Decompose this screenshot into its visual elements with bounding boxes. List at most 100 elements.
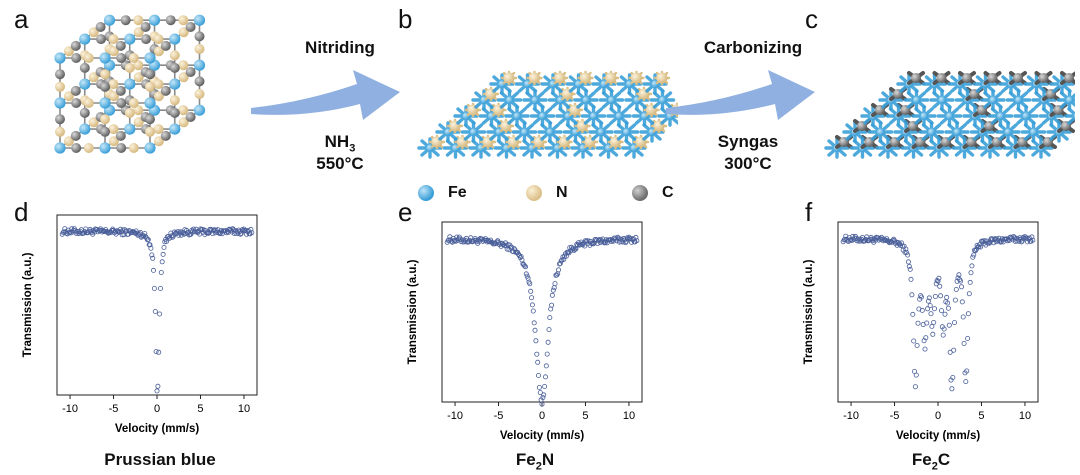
fe-atom xyxy=(124,78,136,90)
c-atom xyxy=(70,85,81,96)
fe-atom xyxy=(144,97,156,109)
data-point xyxy=(595,240,601,246)
mossbauer-chart-e: -10 -5 0 5 10 Velocity (mm/s) Transmission (a.… xyxy=(407,221,643,442)
data-point xyxy=(912,384,918,390)
c-atom xyxy=(115,85,126,96)
fe-atom xyxy=(582,96,590,104)
data-point xyxy=(970,254,976,260)
data-point xyxy=(905,259,911,265)
c-atom xyxy=(194,76,205,87)
c-atom xyxy=(71,53,82,63)
n-atom xyxy=(88,72,99,83)
fe-atom xyxy=(513,112,521,120)
fe-atom xyxy=(505,96,514,104)
data-point xyxy=(945,305,951,311)
x-axis-label: Velocity (mm/s) xyxy=(500,430,585,442)
c-atom xyxy=(169,62,180,73)
data-point xyxy=(902,249,908,255)
data-point xyxy=(945,300,951,306)
fe-atom xyxy=(54,142,66,154)
data-point xyxy=(66,230,72,236)
c-atom xyxy=(71,143,82,153)
data-point xyxy=(546,327,552,333)
data-point xyxy=(558,258,564,264)
data-point xyxy=(942,311,948,317)
mossbauer-chart-f: -10 -5 0 5 10 Velocity (mm/s) Transmission (a.… xyxy=(803,221,1039,442)
data-point xyxy=(129,229,135,235)
data-point xyxy=(960,314,966,320)
fe-atom xyxy=(124,123,136,135)
c-atom xyxy=(194,31,205,42)
data-point xyxy=(537,390,543,396)
data-point xyxy=(584,238,590,244)
c-atom xyxy=(141,34,151,45)
caption-fe: Fe xyxy=(911,450,932,469)
fe-atom xyxy=(546,128,554,136)
fe-atom xyxy=(79,33,91,45)
n-atom xyxy=(108,34,119,45)
c-atom xyxy=(145,114,155,125)
fe-atom xyxy=(1065,96,1074,104)
n-atom xyxy=(153,136,164,147)
data-point xyxy=(451,238,457,244)
data-point xyxy=(944,294,950,300)
data-point xyxy=(911,338,917,344)
c-atom xyxy=(1013,73,1023,83)
data-point xyxy=(600,236,606,242)
data-point xyxy=(536,384,542,390)
c-atom xyxy=(987,73,998,83)
c-atom xyxy=(1038,73,1049,83)
c-atom xyxy=(140,22,151,32)
n-atom xyxy=(124,107,135,118)
fe-atom xyxy=(79,123,91,135)
data-point xyxy=(980,238,986,244)
data-point xyxy=(561,257,567,263)
data-point xyxy=(946,322,952,328)
data-point xyxy=(156,349,162,355)
n-atom xyxy=(55,81,65,92)
n-atom xyxy=(100,114,110,125)
fe2n-structure xyxy=(417,70,678,159)
panel-letter-a: a xyxy=(14,4,29,34)
n-atom xyxy=(55,126,65,137)
c-atom xyxy=(169,107,180,118)
c-atom xyxy=(115,40,126,51)
data-point xyxy=(150,255,156,261)
x-tick-label: 0 xyxy=(539,410,545,422)
data-point xyxy=(925,306,931,312)
data-point xyxy=(951,347,957,353)
data-point xyxy=(899,240,905,246)
n-atom xyxy=(83,98,94,108)
data-point xyxy=(989,236,995,242)
c-atom xyxy=(70,40,81,51)
fe-atom xyxy=(148,14,161,26)
data-point xyxy=(929,323,935,329)
data-point xyxy=(550,287,556,293)
data-point xyxy=(927,303,933,309)
data-point xyxy=(154,388,160,394)
data-point xyxy=(446,237,452,243)
plot-frame xyxy=(56,214,258,396)
c-atom xyxy=(160,40,171,51)
x-tick-label: 10 xyxy=(623,410,635,422)
data-point xyxy=(909,292,915,298)
data-point xyxy=(914,342,920,348)
data-point xyxy=(567,245,573,251)
plot-frame xyxy=(837,221,1039,403)
x-tick-label: 5 xyxy=(978,410,984,422)
data-point xyxy=(120,227,126,233)
data-point xyxy=(544,351,550,357)
c-atom xyxy=(70,130,81,141)
data-point xyxy=(931,306,937,312)
data-point xyxy=(151,286,157,292)
n-atom xyxy=(100,69,110,80)
data-point xyxy=(634,238,640,244)
data-point xyxy=(164,238,170,244)
c-atom xyxy=(936,73,947,83)
x-tick-label: -5 xyxy=(109,403,119,415)
panel-letter-e: e xyxy=(398,197,413,227)
c-atom xyxy=(71,98,82,108)
data-point xyxy=(549,302,555,308)
c-atom xyxy=(1064,73,1074,83)
data-point xyxy=(938,293,944,299)
